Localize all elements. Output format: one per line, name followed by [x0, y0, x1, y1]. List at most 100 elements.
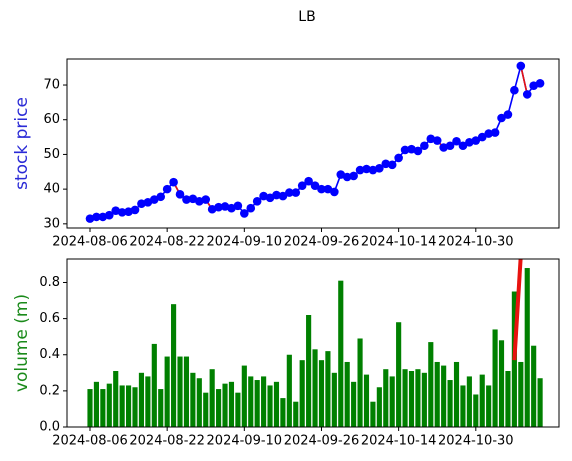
price-point [420, 141, 429, 151]
x-tick-label: 2024-09-10 [207, 235, 283, 250]
price-point [162, 184, 172, 194]
price-point [285, 188, 294, 197]
y-tick-label: 40 [43, 182, 60, 197]
price-point [426, 134, 436, 144]
y-tick-label: 0.0 [39, 420, 60, 435]
price-point [304, 176, 313, 186]
highlight-segment [520, 65, 529, 95]
volume-bar [177, 356, 183, 427]
volume-bar [286, 354, 292, 427]
volume-bar [164, 356, 170, 427]
price-point [484, 129, 493, 138]
volume-bar [338, 280, 344, 427]
volume-bar [447, 380, 453, 427]
price-point [522, 90, 532, 99]
volume-bar [254, 380, 260, 427]
price-point [297, 181, 307, 190]
volume-bar [357, 338, 363, 427]
price-point [503, 110, 513, 119]
price-point [439, 143, 448, 152]
volume-bar [428, 342, 434, 427]
price-point [117, 208, 127, 217]
volume-bar [203, 392, 209, 427]
price-point [471, 136, 481, 145]
price-point [98, 212, 108, 222]
x-tick-label: 2024-10-14 [361, 434, 437, 449]
volume-bar [106, 383, 112, 427]
volume-bar [453, 361, 460, 427]
price-point [201, 195, 211, 204]
volume-bar [145, 376, 151, 427]
axes-frame [66, 258, 560, 428]
price-point [85, 214, 95, 223]
volume-bar [87, 389, 93, 427]
y-tick-label: 60 [43, 112, 60, 127]
volume-bar [280, 398, 286, 427]
volume-bar [267, 385, 273, 427]
x-tick-label: 2024-10-30 [438, 434, 514, 449]
axes-frame [66, 58, 560, 229]
price-point [278, 191, 288, 201]
price-point [182, 195, 191, 204]
volume-bar [492, 329, 498, 427]
price-point [387, 160, 397, 170]
volume-bar [171, 304, 177, 427]
volume-bar [261, 376, 267, 427]
volume-bar [466, 376, 472, 427]
volume-bar [216, 389, 222, 427]
price-point [317, 184, 326, 194]
y-axis-label: stock price [12, 97, 32, 190]
price-point [516, 61, 526, 71]
volume-bar [325, 351, 331, 427]
price-point [497, 113, 506, 123]
price-point [92, 212, 101, 222]
y-tick-label: 30 [43, 216, 60, 231]
price-point [465, 137, 474, 147]
price-point [111, 206, 121, 215]
y-tick-label: 0.8 [39, 275, 60, 290]
volume-bar [505, 371, 511, 427]
volume-bar [235, 392, 241, 427]
volume-bar [183, 356, 190, 427]
volume-bar [415, 369, 421, 427]
price-point [330, 187, 339, 197]
price-point [535, 78, 545, 88]
volume-bar [306, 315, 312, 427]
volume-bar [421, 372, 427, 427]
volume-bar [151, 343, 157, 427]
volume-bar [370, 401, 376, 427]
price-point [137, 199, 146, 209]
plot-area [85, 61, 545, 223]
price-point [413, 146, 423, 156]
x-tick-label: 2024-08-22 [129, 434, 205, 449]
price-point [240, 209, 249, 218]
y-tick-label: 0.2 [39, 383, 60, 398]
price-point [355, 165, 365, 175]
y-tick-label: 70 [43, 78, 60, 93]
volume-bar [383, 369, 389, 427]
volume-bar [196, 378, 202, 427]
volume-bar [293, 401, 299, 427]
overlay-line [512, 259, 523, 361]
y-axis-label: volume (m) [12, 294, 32, 392]
x-tick-label: 2024-10-30 [438, 235, 514, 250]
price-point [214, 202, 223, 212]
plot-area [87, 259, 543, 427]
volume-bar [222, 383, 228, 427]
volume-bar [537, 378, 543, 427]
volume-bar [389, 376, 395, 427]
volume-bar [402, 369, 408, 427]
volume-bar [531, 345, 537, 427]
volume-bar [434, 361, 440, 427]
volume-bar [119, 385, 125, 427]
price-point [445, 141, 455, 151]
price-point [259, 191, 268, 201]
volume-bar [331, 372, 337, 427]
volume-bar [363, 374, 370, 427]
volume-bar [460, 385, 466, 427]
volume-bar [318, 360, 325, 427]
price-point [291, 188, 301, 197]
x-tick-label: 2024-10-14 [361, 235, 437, 250]
volume-bar [190, 372, 196, 427]
